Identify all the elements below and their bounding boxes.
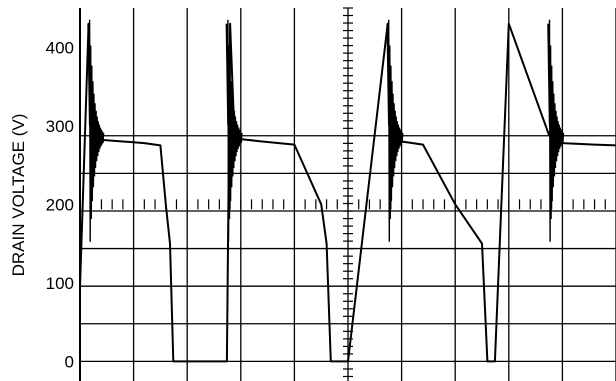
ringing-burst — [87, 19, 105, 242]
y-tick-label: 0 — [65, 352, 74, 371]
ringing-waveform — [88, 19, 105, 242]
spike-line — [87, 23, 92, 126]
y-tick-label: 400 — [46, 38, 74, 57]
ringing-burst — [386, 19, 404, 242]
spike-line — [547, 23, 552, 126]
y-tick-label: 100 — [46, 274, 74, 293]
grid — [79, 8, 616, 381]
center-axis-ticks — [79, 7, 606, 378]
ringing-burst — [547, 19, 565, 242]
ringing-waveform — [388, 19, 404, 242]
spike-line — [225, 23, 230, 126]
ringing-burst — [225, 19, 243, 242]
y-tick-label: 200 — [46, 195, 74, 214]
trace-line — [79, 22, 616, 363]
spike-line — [386, 23, 391, 126]
ringing-waveform — [548, 19, 565, 242]
y-axis-title: DRAIN VOLTAGE (V) — [9, 114, 28, 277]
ringing-waveform — [227, 19, 243, 242]
y-tick-labels: 0 100 200 300 400 — [46, 38, 74, 371]
y-tick-label: 300 — [46, 117, 74, 136]
voltage-trace — [79, 19, 616, 363]
